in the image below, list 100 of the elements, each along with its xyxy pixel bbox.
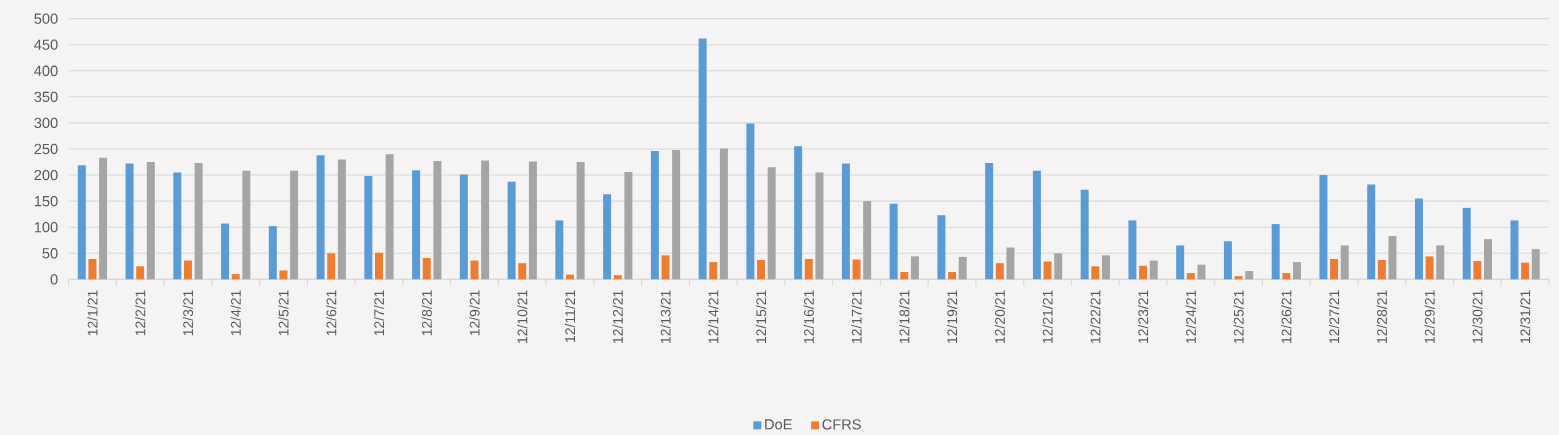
bar [194,163,203,280]
bar [88,259,97,280]
bar [815,172,824,280]
bar [459,174,468,280]
bar [316,155,325,280]
bar [481,160,490,280]
bar [374,252,383,280]
bar [385,154,394,280]
bar [995,263,1004,280]
bar [650,151,659,280]
x-tick-label: 12/12/21 [612,290,623,344]
x-tick-label: 12/24/21 [1185,290,1196,344]
bar [709,262,718,280]
bar [1176,245,1185,280]
bar [1080,189,1089,280]
x-tick-label: 12/8/21 [421,290,432,336]
y-tick-label: 450 [34,39,58,50]
y-tick-label: 100 [34,222,58,233]
x-tick-label: 12/9/21 [469,290,480,336]
bar [1271,224,1280,280]
bar [1340,245,1349,280]
bar [507,181,516,280]
x-tick-label: 12/28/21 [1376,290,1387,344]
bar [1425,256,1434,280]
bar [937,215,946,280]
y-tick-label: 0 [50,274,58,285]
x-tick-label: 12/27/21 [1328,290,1340,344]
bar [337,159,346,280]
bar [555,220,564,280]
x-tick-label: 12/4/21 [230,290,241,336]
bar [863,201,872,280]
bar [900,272,909,280]
bar [231,274,240,280]
bar [279,270,288,280]
bar [364,176,373,280]
bar [412,170,421,280]
bar [889,203,898,280]
x-tick-label: 12/13/21 [660,290,671,344]
bar [1245,271,1254,280]
bar [767,167,776,280]
bar [1521,262,1530,280]
bar [99,157,108,280]
bar [221,223,230,280]
x-tick-label: 12/19/21 [946,290,958,344]
bar [136,266,145,280]
x-tick-label: 12/16/21 [803,290,814,344]
bar [1186,273,1195,280]
x-tick-label: 12/29/21 [1424,290,1435,344]
bar [852,259,861,280]
bar [1234,276,1243,280]
bar [183,260,192,280]
bar [1531,249,1540,280]
x-tick-label: 12/30/21 [1472,290,1483,344]
x-tick-label: 12/18/21 [899,290,910,344]
bar [1128,220,1137,280]
y-tick-label: 50 [42,248,58,259]
x-tick-label: 12/5/21 [278,290,289,336]
bar [1510,220,1519,280]
x-tick-label: 12/7/21 [373,290,385,336]
bar [624,171,633,280]
bar [841,163,850,280]
y-tick-label: 300 [34,117,58,129]
bar [470,260,479,280]
bar [698,38,707,280]
bar [1006,247,1015,280]
bar [290,170,299,280]
bar [958,256,967,280]
bar [125,163,134,280]
bar [77,165,86,280]
bar [528,161,537,280]
bar [173,172,182,280]
bar [1292,262,1301,280]
bar [746,123,755,280]
bar [1197,264,1206,280]
bar [603,194,612,280]
y-tick-label: 400 [34,65,58,76]
bar [985,163,994,280]
y-tick-label: 500 [34,13,58,24]
bar [1414,198,1423,280]
bar [1436,245,1445,280]
bar [1139,265,1148,280]
bar [518,263,527,280]
x-tick-label: 12/6/21 [326,290,337,336]
x-tick-label: 12/26/21 [1281,290,1292,344]
bar [1101,255,1110,280]
y-tick-label: 350 [34,91,58,103]
bar [1388,236,1397,280]
y-tick-label: 150 [34,195,58,207]
x-tick-label: 12/15/21 [755,290,767,344]
x-tick-label: 12/21/21 [1042,290,1053,344]
bar [1473,261,1482,280]
legend-label: DoE [765,419,792,430]
bar [1149,260,1158,280]
x-tick-label: 12/1/21 [87,290,98,336]
bar [1091,266,1100,280]
bar [794,146,803,280]
x-tick-label: 12/22/21 [1090,290,1101,344]
bar [1032,170,1041,280]
bar [1282,273,1291,280]
bar [672,150,681,280]
